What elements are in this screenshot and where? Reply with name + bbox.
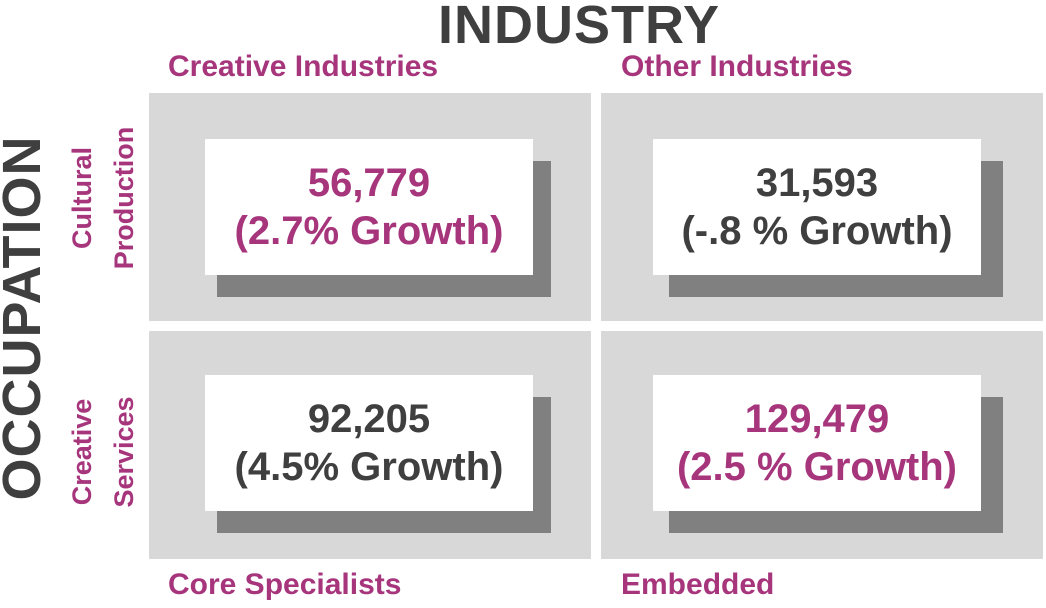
quadrant-services-other: 129,479 (2.5 % Growth) bbox=[601, 331, 1043, 559]
row-header-line2: Production bbox=[109, 126, 139, 270]
cell-value: 31,593 bbox=[755, 161, 879, 205]
quadrant-services-creative: 92,205 (4.5% Growth) bbox=[149, 331, 591, 559]
value-card: 92,205 (4.5% Growth) bbox=[205, 375, 533, 511]
quadrant-cultural-other: 31,593 (-.8 % Growth) bbox=[601, 93, 1043, 321]
value-card: 129,479 (2.5 % Growth) bbox=[653, 375, 981, 511]
row-header-line1: Creative bbox=[67, 398, 97, 506]
cell-growth: (2.7% Growth) bbox=[234, 209, 504, 253]
footer-embedded: Embedded bbox=[621, 568, 775, 601]
cell-value: 129,479 bbox=[744, 397, 890, 441]
footer-core-specialists: Core Specialists bbox=[168, 568, 402, 601]
quadrant-cultural-creative: 56,779 (2.7% Growth) bbox=[149, 93, 591, 321]
cell-growth: (2.5 % Growth) bbox=[676, 445, 958, 489]
row-header-line2: Services bbox=[109, 396, 139, 508]
cell-growth: (-.8 % Growth) bbox=[681, 209, 953, 253]
occupation-title: OCCUPATION bbox=[0, 135, 52, 501]
cell-value: 92,205 bbox=[307, 397, 431, 441]
column-header-creative-industries: Creative Industries bbox=[168, 50, 439, 83]
value-card: 31,593 (-.8 % Growth) bbox=[653, 139, 981, 275]
industry-title: INDUSTRY bbox=[438, 0, 721, 55]
cell-value: 56,779 bbox=[307, 161, 431, 205]
row-header-line1: Cultural bbox=[67, 147, 97, 250]
value-card: 56,779 (2.7% Growth) bbox=[205, 139, 533, 275]
cell-growth: (4.5% Growth) bbox=[234, 445, 504, 489]
column-header-other-industries: Other Industries bbox=[621, 50, 853, 83]
